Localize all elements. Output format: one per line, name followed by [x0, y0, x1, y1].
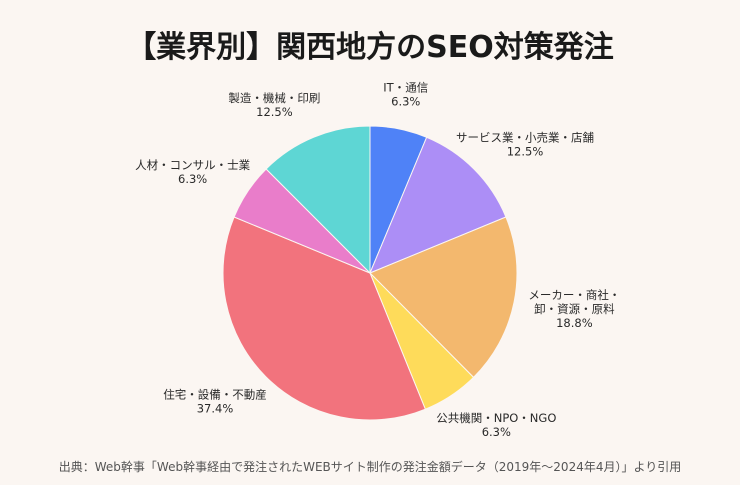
pie-slice-1	[369, 136, 507, 274]
slice-value-label-3: 6.3%	[482, 425, 511, 439]
slice-category-label-2: 卸・資源・原料	[534, 302, 615, 316]
slice-value-label-1: 12.5%	[507, 145, 544, 159]
pie-slices	[222, 125, 518, 421]
pie-slice-6	[265, 125, 371, 275]
slice-category-label-6: 製造・機械・印刷	[228, 91, 320, 105]
slice-value-label-4: 37.4%	[197, 401, 234, 415]
slice-value-label-0: 6.3%	[391, 95, 420, 109]
slice-category-label-5: 人材・コンサル・士業	[135, 158, 250, 172]
slice-category-label-0: IT・通信	[383, 81, 428, 95]
pie-slice-4	[222, 216, 426, 421]
slice-value-label-2: 18.8%	[556, 316, 593, 330]
source-note: 出典：Web幹事「Web幹事経由で発注されたWEBサイト制作の発注金額データ（2…	[59, 459, 681, 474]
slice-category-label-3: 公共機関・NPO・NGO	[436, 411, 556, 425]
slice-labels: IT・通信6.3%サービス業・小売業・店舗12.5%メーカー・商社・卸・資源・原…	[135, 81, 620, 439]
pie-slice-2	[369, 216, 518, 379]
slice-value-label-5: 6.3%	[178, 172, 207, 186]
chart-title: 【業界別】関西地方のSEO対策発注	[126, 30, 614, 65]
slice-category-label-4: 住宅・設備・不動産	[163, 387, 267, 401]
slice-value-label-6: 12.5%	[256, 105, 293, 119]
slice-category-label-2: メーカー・商社・	[528, 288, 620, 302]
slice-category-label-1: サービス業・小売業・店舗	[456, 131, 594, 145]
